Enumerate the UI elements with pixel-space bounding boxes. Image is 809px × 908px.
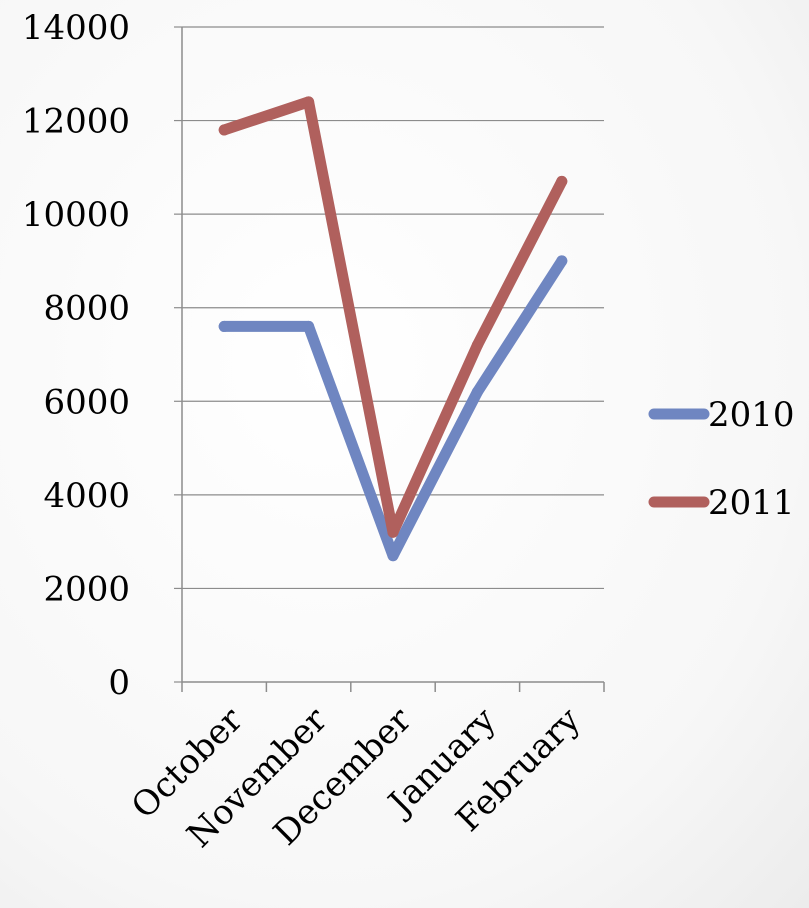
legend: 2010 2011 [648, 395, 795, 523]
data-point-2011 [471, 339, 483, 351]
legend-label: 2010 [708, 395, 795, 435]
series-lines [218, 96, 568, 562]
y-tick-label: 12000 [22, 102, 130, 142]
data-point-2010 [303, 320, 315, 332]
data-point-2011 [218, 124, 230, 136]
y-tick-label: 4000 [43, 476, 130, 516]
y-tick-label: 6000 [43, 382, 130, 422]
y-tick-label: 2000 [43, 569, 130, 609]
legend-label: 2011 [708, 483, 795, 523]
series-line-2011 [218, 96, 568, 538]
data-point-2011 [303, 96, 315, 108]
data-point-2011 [387, 526, 399, 538]
data-point-2010 [556, 255, 568, 267]
y-tick-label: 10000 [22, 195, 130, 235]
y-tick-label: 8000 [43, 289, 130, 329]
data-point-2011 [556, 175, 568, 187]
y-tick-label: 14000 [22, 8, 130, 48]
y-tick-label: 0 [108, 663, 130, 703]
data-point-2010 [387, 550, 399, 562]
data-point-2010 [471, 386, 483, 398]
data-point-2010 [218, 320, 230, 332]
